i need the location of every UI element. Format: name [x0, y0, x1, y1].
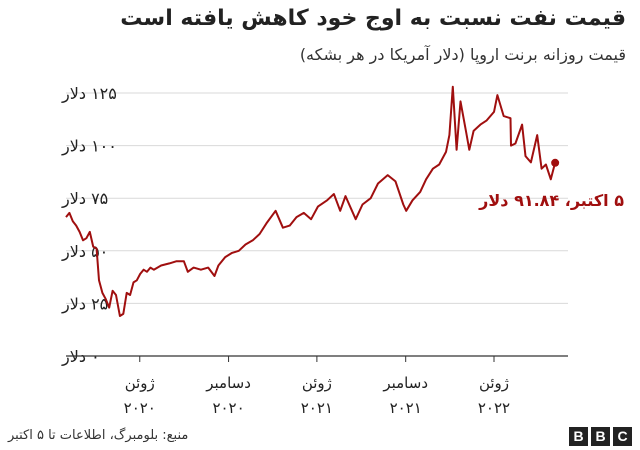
bbc-logo: B B C: [569, 427, 632, 446]
y-tick-label: ۱۲۵ دلار: [61, 84, 117, 104]
x-tick-label: دسامبر: [205, 374, 251, 392]
x-tick-label: ژوئن: [302, 374, 332, 392]
x-tick-year: ۲۰۲۰: [212, 399, 244, 417]
x-tick-year: ۲۰۲۱: [301, 399, 333, 417]
logo-letter: B: [591, 427, 610, 446]
brent-price-line: [65, 85, 557, 317]
chart-subtitle: قیمت روزانه برنت اروپا (دلار آمریکا در ه…: [299, 45, 626, 64]
chart-title: قیمت نفت نسبت به اوج خود کاهش یافته است: [120, 6, 626, 31]
logo-letter: C: [613, 427, 632, 446]
x-tick-year: ۲۰۲۱: [390, 399, 422, 417]
x-tick-year: ۲۰۲۲: [478, 399, 510, 417]
x-tick-year: ۲۰۲۰: [124, 399, 156, 417]
line-chart: ۰ دلار ۲۵ دلار ۵۰ دلار ۷۵ دلار ۱۰۰ دلار ۱۲۵ د…: [61, 84, 624, 417]
y-tick-label: ۷۵ دلار: [61, 189, 108, 209]
y-tick-label: ۰ دلار: [61, 347, 100, 367]
latest-point-label: ۵ اکتبر، ۹۱.۸۴ دلار: [478, 191, 624, 210]
latest-point-marker: [551, 158, 560, 167]
x-tick-label: ژوئن: [479, 374, 509, 392]
y-tick-label: ۲۵ دلار: [61, 294, 108, 314]
y-tick-label: ۵۰ دلار: [61, 242, 108, 262]
logo-letter: B: [569, 427, 588, 446]
x-tick-label: ژوئن: [125, 374, 155, 392]
y-tick-label: ۱۰۰ دلار: [61, 137, 117, 157]
x-tick-label: دسامبر: [382, 374, 428, 392]
source-note: منبع: بلومبرگ، اطلاعات تا ۵ اکتبر: [8, 428, 189, 443]
